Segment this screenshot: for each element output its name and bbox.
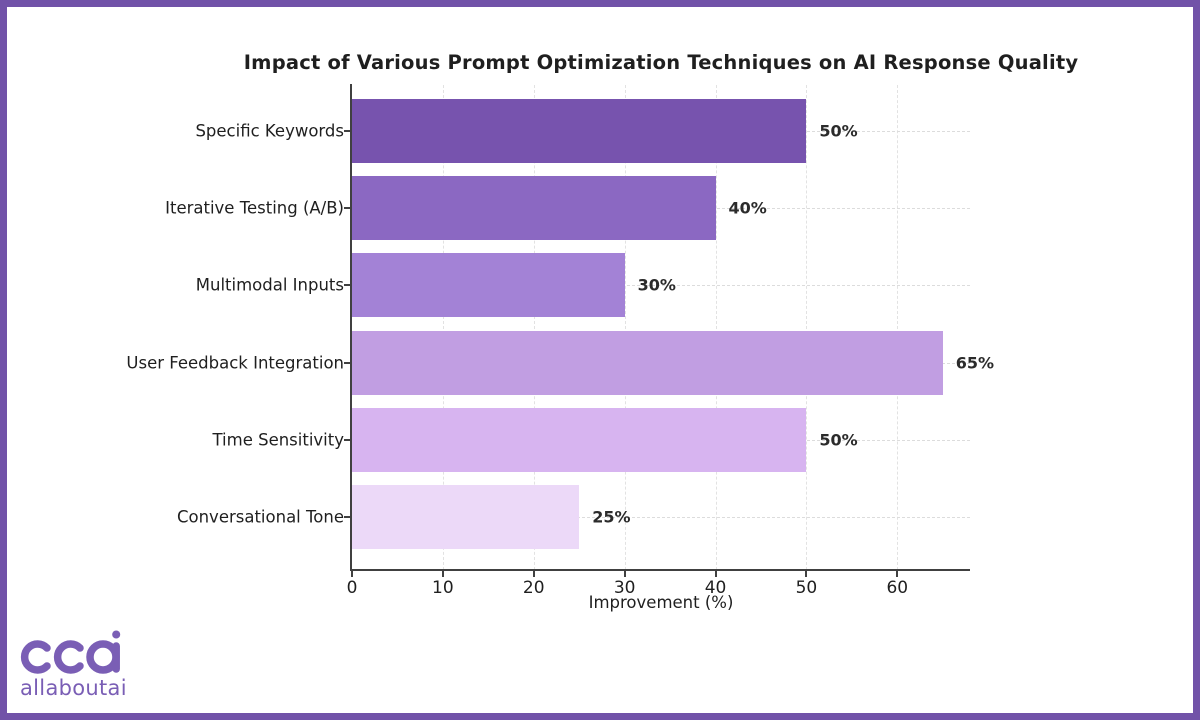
x-tick-label: 30 xyxy=(613,578,636,598)
logo: allaboutai xyxy=(20,630,150,699)
y-tick-mark xyxy=(344,516,350,518)
chart-title: Impact of Various Prompt Optimization Te… xyxy=(243,51,1079,74)
gridline-vertical xyxy=(806,85,808,570)
x-tick-mark xyxy=(896,571,899,577)
y-tick-mark xyxy=(344,284,350,287)
x-tick-label: 50 xyxy=(795,578,818,598)
bar-value-label: 25% xyxy=(592,507,631,527)
gridline-vertical xyxy=(533,85,535,570)
plot-area: 50% 40% 30% 65% 50% 25% xyxy=(352,85,994,570)
bar-value-label: 50% xyxy=(819,121,858,141)
bar-value-label: 30% xyxy=(637,275,676,295)
bar xyxy=(352,407,807,472)
category-label: Time Sensitivity xyxy=(212,430,344,450)
x-tick-label: 0 xyxy=(346,578,358,598)
x-tick-mark xyxy=(441,571,444,577)
x-tick-mark xyxy=(532,571,535,577)
gridline-vertical xyxy=(897,85,899,570)
bar-value-label: 50% xyxy=(819,430,858,450)
x-tick-mark xyxy=(351,571,353,577)
gridline-vertical xyxy=(442,85,444,570)
gridline-vertical xyxy=(624,85,626,570)
x-tick-mark xyxy=(805,571,808,577)
category-label: User Feedback Integration xyxy=(126,353,344,373)
y-tick-mark xyxy=(344,207,350,210)
bar-value-label: 65% xyxy=(955,353,995,373)
y-tick-mark xyxy=(344,361,350,364)
x-tick-label: 40 xyxy=(704,578,727,598)
logo-wordmark: allaboutai xyxy=(20,676,127,700)
bar xyxy=(352,99,807,163)
category-label: Specific Keywords xyxy=(195,121,344,141)
x-tick-mark xyxy=(623,571,626,577)
bar xyxy=(352,330,943,395)
bar xyxy=(352,485,580,549)
y-tick-mark xyxy=(344,130,350,132)
gridline-horizontal xyxy=(352,285,970,287)
category-label: Conversational Tone xyxy=(176,507,344,527)
logo-letter-i-dot xyxy=(112,630,121,639)
logo-letter-a2 xyxy=(53,640,84,674)
x-tick-label: 20 xyxy=(522,578,545,598)
bar-value-label: 40% xyxy=(728,198,767,218)
gridline-horizontal xyxy=(352,517,970,518)
category-label: Multimodal Inputs xyxy=(195,275,344,295)
x-tick-label: 60 xyxy=(886,578,909,598)
x-axis-title: Improvement (%) xyxy=(588,593,734,612)
y-tick-mark xyxy=(344,438,350,441)
logo-letter-a1 xyxy=(20,640,51,674)
x-tick-mark xyxy=(714,571,717,577)
category-label: Iterative Testing (A/B) xyxy=(165,198,344,218)
x-axis-spine xyxy=(350,569,970,571)
bar xyxy=(352,176,716,241)
x-tick-label: 10 xyxy=(432,578,454,598)
y-axis-spine xyxy=(350,84,352,571)
allaboutai-logo-mark xyxy=(20,630,121,674)
gridline-vertical xyxy=(715,85,717,570)
bar xyxy=(352,253,625,318)
logo-letter-a3 xyxy=(86,640,120,674)
